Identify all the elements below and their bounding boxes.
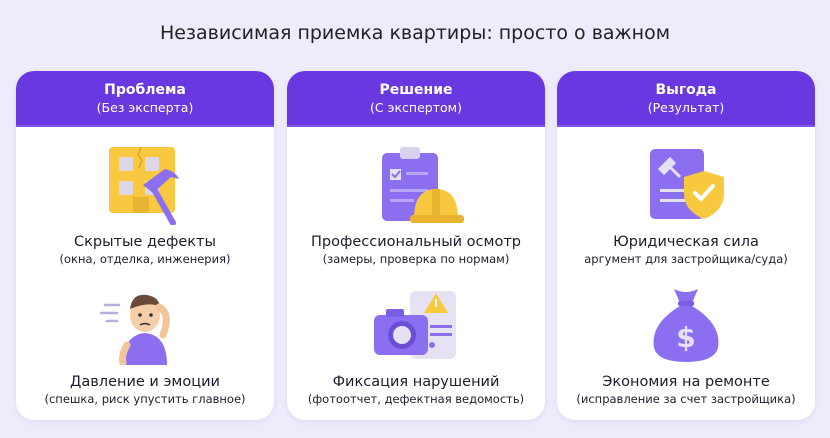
list-item: Фиксация нарушений (фотоотчет, дефектная… xyxy=(287,285,545,407)
column-heading: Проблема xyxy=(104,82,186,98)
item-title: Экономия на ремонте xyxy=(602,374,770,390)
column-solution: Решение (С экспертом) Профессиональный о… xyxy=(287,71,545,420)
page-title: Независимая приемка квартиры: просто о в… xyxy=(159,22,671,44)
camera-warning-icon xyxy=(374,291,456,359)
item-subtitle: (фотоотчет, дефектная ведомость) xyxy=(307,392,525,406)
item-subtitle: аргумент для застройщика/суда) xyxy=(584,252,788,266)
list-item: Профессиональный осмотр (замеры, проверк… xyxy=(287,145,545,267)
list-item: $ Экономия на ремонте (исправление за сч… xyxy=(557,285,815,407)
item-title: Скрытые дефекты xyxy=(74,234,216,250)
list-item: Давление и эмоции (спешка, риск упустить… xyxy=(16,285,274,407)
item-title: Юридическая сила xyxy=(613,234,759,250)
column-heading: Решение xyxy=(379,82,453,98)
clipboard-hardhat-icon xyxy=(382,147,464,223)
list-item: Скрытые дефекты (окна, отделка, инженери… xyxy=(16,145,274,267)
column-subheading: (Без эксперта) xyxy=(96,100,194,115)
item-subtitle: (замеры, проверка по нормам) xyxy=(322,252,510,266)
column-header: Проблема (Без эксперта) xyxy=(16,71,274,127)
item-title: Фиксация нарушений xyxy=(332,374,500,390)
list-item: Юридическая сила аргумент для застройщик… xyxy=(557,145,815,267)
cracked-building-hammer-icon xyxy=(109,146,179,225)
column-benefit: Выгода (Результат) Юридическая сила аргу… xyxy=(557,71,815,420)
column-header: Решение (С экспертом) xyxy=(287,71,545,127)
item-subtitle: (исправление за счет застройщика) xyxy=(576,392,796,406)
column-subheading: (Результат) xyxy=(647,100,725,115)
money-bag-icon: $ xyxy=(653,289,719,362)
item-title: Давление и эмоции xyxy=(70,374,220,390)
column-problem: Проблема (Без эксперта) Скрытые дефекты … xyxy=(16,71,274,420)
legal-document-shield-icon xyxy=(650,149,724,219)
stressed-person-icon xyxy=(99,294,170,365)
column-subheading: (С экспертом) xyxy=(370,100,462,115)
column-heading: Выгода xyxy=(655,82,717,98)
item-subtitle: (спешка, риск упустить главное) xyxy=(44,392,246,406)
column-header: Выгода (Результат) xyxy=(557,71,815,127)
item-subtitle: (окна, отделка, инженерия) xyxy=(59,252,231,266)
item-title: Профессиональный осмотр xyxy=(311,234,521,250)
svg-text:$: $ xyxy=(676,321,695,354)
